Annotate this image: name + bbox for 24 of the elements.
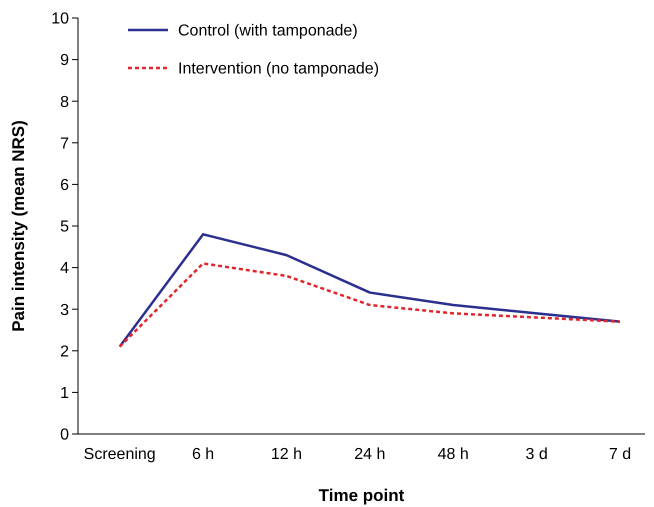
legend-label: Intervention (no tamponade) bbox=[178, 60, 380, 78]
line-series bbox=[118, 262, 622, 348]
y-tick-label: 1 bbox=[60, 385, 70, 402]
y-axis-title: Pain intensity (mean NRS) bbox=[9, 120, 28, 332]
y-tick-label: 0 bbox=[60, 426, 70, 444]
y-tick-label: 6 bbox=[60, 177, 70, 194]
y-tick-label: 3 bbox=[60, 302, 70, 319]
y-tick-label: 10 bbox=[51, 10, 70, 28]
x-tick-label: 3 d bbox=[525, 446, 548, 463]
legend-label: Control (with tamponade) bbox=[178, 22, 358, 40]
x-tick-label: 12 h bbox=[270, 446, 302, 463]
x-tick-label: 24 h bbox=[354, 446, 386, 463]
y-tick-label: 2 bbox=[60, 343, 70, 360]
x-tick-label: 7 d bbox=[608, 446, 632, 463]
x-tick-label: 48 h bbox=[438, 446, 469, 463]
y-tick-label: 9 bbox=[60, 52, 70, 70]
y-tick-label: 5 bbox=[60, 218, 70, 236]
x-tick-label: Screening bbox=[84, 446, 156, 463]
x-axis-title: Time point bbox=[318, 486, 405, 505]
x-tick-label: 6 h bbox=[192, 446, 214, 463]
line-series bbox=[118, 233, 622, 348]
y-tick-label: 7 bbox=[60, 135, 70, 152]
y-tick-label: 4 bbox=[60, 260, 70, 278]
y-tick-label: 8 bbox=[60, 94, 70, 111]
